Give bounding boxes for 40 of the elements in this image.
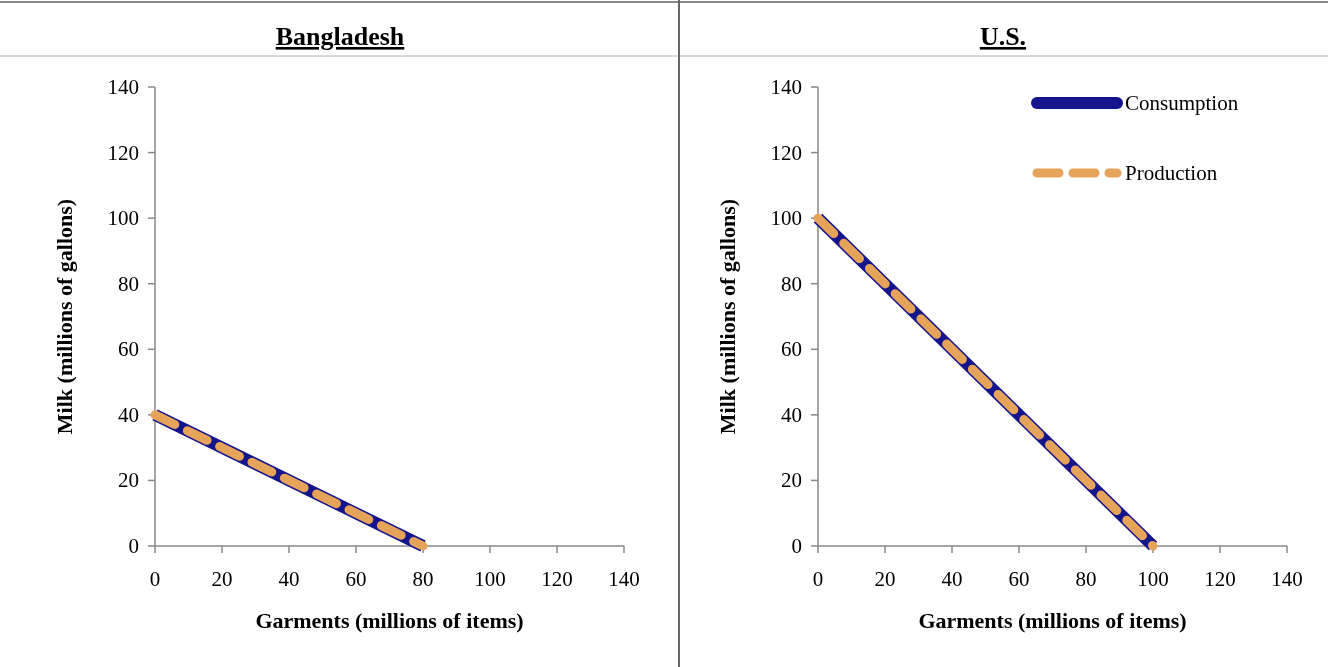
x-tick-label: 140 <box>608 567 640 591</box>
y-tick-label: 120 <box>770 140 802 165</box>
x-tick-label: 100 <box>1137 567 1169 591</box>
y-tick-label: 80 <box>118 271 139 296</box>
x-tick-label: 120 <box>541 567 573 591</box>
x-tick-label: 40 <box>941 567 963 591</box>
legend-label: Consumption <box>1125 91 1239 115</box>
y-tick-label: 120 <box>107 140 139 165</box>
chart-title: U.S. <box>979 22 1027 51</box>
x-tick-label: 120 <box>1204 567 1236 591</box>
x-tick-label: 80 <box>412 567 434 591</box>
y-tick-label: 60 <box>118 337 139 362</box>
x-tick-label: 20 <box>211 567 233 591</box>
y-tick-label: 20 <box>781 468 802 493</box>
y-tick-label: 0 <box>791 534 802 558</box>
x-axis-title: Garments (millions of items) <box>255 608 524 633</box>
y-tick-label: 140 <box>107 75 139 99</box>
x-tick-label: 100 <box>474 567 506 591</box>
y-tick-label: 0 <box>128 534 139 558</box>
x-tick-label: 40 <box>278 567 300 591</box>
y-tick-label: 20 <box>118 468 139 493</box>
y-axis-title: Milk (millions of gallons) <box>52 198 77 435</box>
x-axis-title: Garments (millions of items) <box>918 608 1187 633</box>
x-tick-label: 80 <box>1075 567 1097 591</box>
y-tick-label: 100 <box>107 206 139 231</box>
x-tick-label: 0 <box>149 567 161 591</box>
y-tick-label: 80 <box>781 271 802 296</box>
x-tick-label: 0 <box>812 567 824 591</box>
y-axis-title: Milk (millions of gallons) <box>715 198 740 435</box>
y-tick-label: 60 <box>781 337 802 362</box>
y-tick-label: 140 <box>770 75 802 99</box>
chart-title: Bangladesh <box>275 22 405 51</box>
x-tick-label: 60 <box>345 567 367 591</box>
x-tick-label: 20 <box>874 567 896 591</box>
x-tick-label: 60 <box>1008 567 1030 591</box>
y-tick-label: 100 <box>770 206 802 231</box>
x-tick-label: 140 <box>1271 567 1303 591</box>
legend-label: Production <box>1125 161 1218 185</box>
y-tick-label: 40 <box>118 402 139 427</box>
y-tick-label: 40 <box>781 402 802 427</box>
